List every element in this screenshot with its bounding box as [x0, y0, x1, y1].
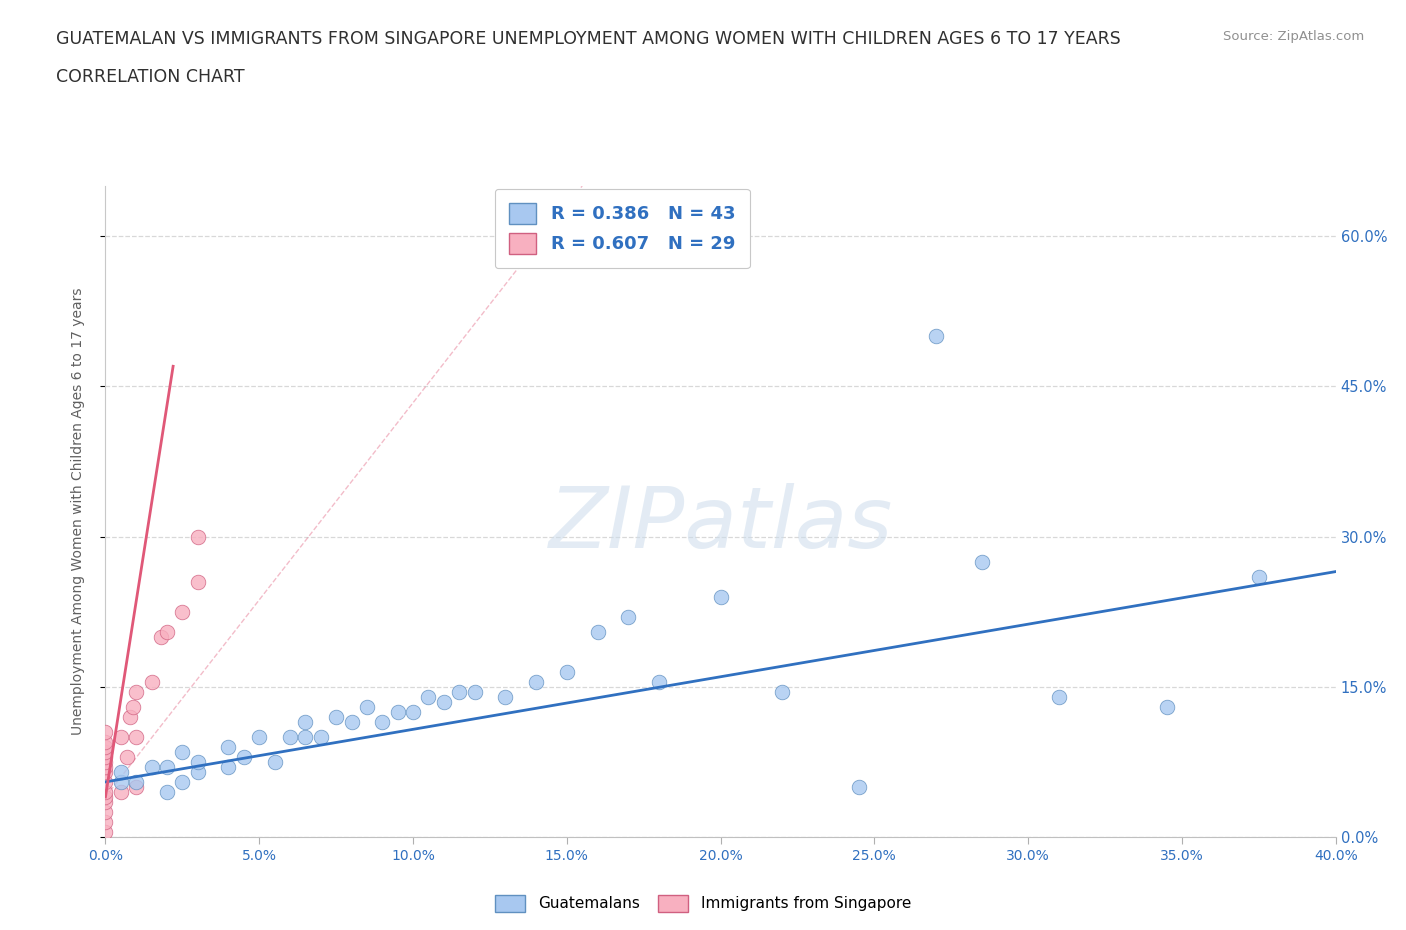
Point	[617, 609, 640, 624]
Text: CORRELATION CHART: CORRELATION CHART	[56, 68, 245, 86]
Point	[278, 729, 301, 744]
Point	[94, 804, 117, 819]
Point	[94, 760, 117, 775]
Point	[387, 704, 409, 719]
Point	[94, 815, 117, 830]
Point	[309, 729, 332, 744]
Point	[555, 664, 578, 679]
Point	[156, 760, 179, 775]
Point	[294, 714, 316, 729]
Point	[247, 729, 270, 744]
Point	[433, 695, 456, 710]
Point	[418, 689, 440, 704]
Point	[232, 750, 254, 764]
Point	[94, 785, 117, 800]
Point	[340, 714, 363, 729]
Point	[94, 750, 117, 764]
Point	[110, 729, 132, 744]
Point	[141, 760, 163, 775]
Point	[94, 744, 117, 759]
Point	[172, 744, 194, 759]
Point	[187, 754, 209, 769]
Point	[263, 754, 285, 769]
Point	[94, 735, 117, 750]
Point	[94, 775, 117, 790]
Legend: R = 0.386   N = 43, R = 0.607   N = 29: R = 0.386 N = 43, R = 0.607 N = 29	[495, 189, 749, 268]
Point	[294, 729, 316, 744]
Text: ZIPatlas: ZIPatlas	[548, 483, 893, 566]
Point	[115, 750, 138, 764]
Point	[149, 630, 172, 644]
Point	[494, 689, 516, 704]
Point	[187, 529, 209, 544]
Point	[110, 785, 132, 800]
Point	[122, 699, 145, 714]
Point	[110, 775, 132, 790]
Point	[94, 790, 117, 804]
Point	[125, 775, 148, 790]
Point	[1156, 699, 1178, 714]
Point	[586, 624, 609, 639]
Point	[218, 739, 240, 754]
Point	[402, 704, 425, 719]
Point	[172, 775, 194, 790]
Point	[94, 754, 117, 769]
Point	[156, 624, 179, 639]
Point	[94, 724, 117, 739]
Point	[172, 604, 194, 619]
Point	[648, 674, 671, 689]
Point	[218, 760, 240, 775]
Point	[141, 674, 163, 689]
Point	[925, 329, 948, 344]
Point	[125, 729, 148, 744]
Point	[187, 574, 209, 589]
Point	[110, 764, 132, 779]
Point	[524, 674, 547, 689]
Point	[125, 684, 148, 699]
Y-axis label: Unemployment Among Women with Children Ages 6 to 17 years: Unemployment Among Women with Children A…	[70, 287, 84, 736]
Point	[94, 764, 117, 779]
Point	[371, 714, 394, 729]
Point	[120, 710, 141, 724]
Point	[464, 684, 486, 699]
Point	[125, 779, 148, 794]
Point	[94, 825, 117, 840]
Point	[770, 684, 793, 699]
Point	[94, 794, 117, 809]
Point	[325, 710, 347, 724]
Point	[710, 590, 733, 604]
Text: Source: ZipAtlas.com: Source: ZipAtlas.com	[1223, 30, 1364, 43]
Point	[156, 785, 179, 800]
Point	[848, 779, 870, 794]
Point	[449, 684, 471, 699]
Point	[1247, 569, 1270, 584]
Text: GUATEMALAN VS IMMIGRANTS FROM SINGAPORE UNEMPLOYMENT AMONG WOMEN WITH CHILDREN A: GUATEMALAN VS IMMIGRANTS FROM SINGAPORE …	[56, 30, 1121, 47]
Point	[94, 739, 117, 754]
Point	[187, 764, 209, 779]
Point	[356, 699, 378, 714]
Point	[1047, 689, 1070, 704]
Legend: Guatemalans, Immigrants from Singapore: Guatemalans, Immigrants from Singapore	[489, 889, 917, 918]
Point	[970, 554, 993, 569]
